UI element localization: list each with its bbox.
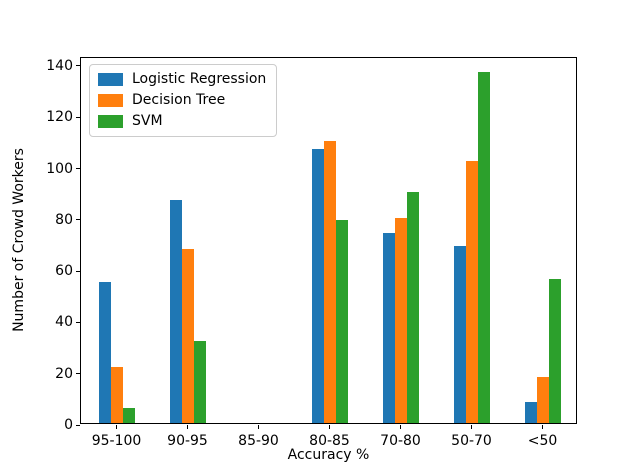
legend: Logistic Regression Decision Tree SVM <box>89 64 278 137</box>
y-tick-label-140: 140 <box>46 57 73 74</box>
y-tick-mark-140 <box>76 65 80 67</box>
bar-svm-90-95 <box>193 341 206 423</box>
bar-svm--50 <box>548 279 561 423</box>
x-axis-label: Accuracy % <box>287 447 370 463</box>
legend-swatch-decision-tree <box>98 94 123 107</box>
x-tick-mark--50 <box>542 425 543 429</box>
bar-decision-tree-80-85 <box>323 141 336 423</box>
x-tick-label-80-85: 80-85 <box>309 433 350 449</box>
x-tick-mark-85-90 <box>258 425 259 429</box>
y-tick-label-120: 120 <box>46 109 73 126</box>
legend-swatch-logistic-regression <box>98 73 123 86</box>
y-tick-label-60: 60 <box>55 263 73 280</box>
legend-item-decision-tree: Decision Tree <box>98 93 266 108</box>
x-tick-mark-50-70 <box>471 425 472 429</box>
y-tick-label-80: 80 <box>55 211 73 228</box>
bar-decision-tree-95-100 <box>110 367 123 423</box>
y-tick-mark-120 <box>76 116 80 118</box>
bar-svm-70-80 <box>406 192 419 423</box>
bar-logistic-regression-70-80 <box>382 233 395 423</box>
y-tick-label-20: 20 <box>55 365 73 382</box>
y-tick-mark-20 <box>76 373 80 375</box>
x-tick-label-85-90: 85-90 <box>238 433 279 449</box>
bar-decision-tree-90-95 <box>181 249 194 423</box>
bar-decision-tree--50 <box>536 377 549 423</box>
y-tick-label-40: 40 <box>55 314 73 331</box>
bar-svm-80-85 <box>335 220 348 423</box>
x-tick-label-70-80: 70-80 <box>380 433 421 449</box>
bar-logistic-regression-50-70 <box>453 246 466 423</box>
x-tick-label-90-95: 90-95 <box>167 433 208 449</box>
legend-label-svm: SVM <box>132 113 163 129</box>
legend-item-svm: SVM <box>98 114 266 129</box>
bar-logistic-regression-90-95 <box>169 200 182 423</box>
x-tick-label-95-100: 95-100 <box>91 433 142 449</box>
x-tick-mark-90-95 <box>187 425 188 429</box>
bar-decision-tree-50-70 <box>465 161 478 423</box>
bar-logistic-regression-95-100 <box>98 282 111 423</box>
bar-svm-50-70 <box>477 72 490 423</box>
y-tick-mark-40 <box>76 321 80 323</box>
y-tick-mark-0 <box>76 424 80 426</box>
bar-svm-95-100 <box>122 408 135 423</box>
y-axis-label: Number of Crowd Workers <box>11 148 27 332</box>
x-tick-label-50-70: 50-70 <box>451 433 492 449</box>
plot-area: Logistic Regression Decision Tree SVM 0 20 4… <box>46 57 577 449</box>
legend-label-decision-tree: Decision Tree <box>132 92 226 108</box>
legend-label-logistic-regression: Logistic Regression <box>132 71 267 87</box>
legend-swatch-svm <box>98 115 123 128</box>
y-tick-mark-80 <box>76 219 80 221</box>
x-tick-mark-95-100 <box>116 425 117 429</box>
legend-item-logistic-regression: Logistic Regression <box>98 72 266 87</box>
y-tick-mark-100 <box>76 168 80 170</box>
bar-decision-tree-70-80 <box>394 218 407 423</box>
y-tick-label-0: 0 <box>64 417 73 433</box>
x-tick-mark-80-85 <box>329 425 330 429</box>
y-tick-label-100: 100 <box>46 160 73 177</box>
x-tick-mark-70-80 <box>400 425 401 429</box>
x-tick-label--50: <50 <box>527 433 558 449</box>
bar-logistic-regression--50 <box>524 402 537 423</box>
bar-logistic-regression-80-85 <box>311 149 324 423</box>
y-tick-mark-60 <box>76 270 80 272</box>
